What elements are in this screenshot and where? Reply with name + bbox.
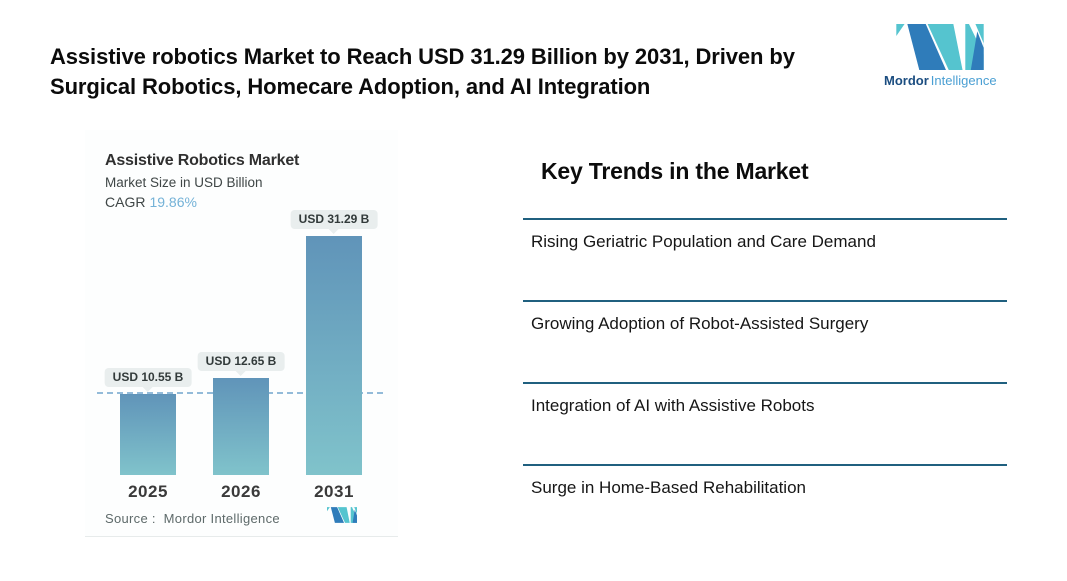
axis-label-2026: 2026	[221, 482, 261, 501]
brand-word-mordor: Mordor	[884, 73, 929, 88]
trend-item-3: Integration of AI with Assistive Robots	[523, 382, 1007, 416]
bar-value-pill-2031: USD 31.29 B	[290, 210, 378, 229]
trend-item-4: Surge in Home-Based Rehabilitation	[523, 464, 1007, 498]
bar-value-pill-2026: USD 12.65 B	[197, 352, 285, 371]
bar-2031	[306, 236, 362, 475]
bar-chart-plot: USD 10.55 B 2025 USD 12.65 B 2026 USD 31.29 …	[85, 130, 398, 536]
mini-logo-icon	[327, 507, 357, 523]
axis-label-2031: 2031	[314, 482, 354, 501]
page-title: Assistive robotics Market to Reach USD 3…	[50, 44, 795, 99]
cagr-label: CAGR	[105, 194, 146, 210]
mordor-intelligence-logo-icon	[896, 24, 984, 70]
market-chart-card: Assistive Robotics Market Market Size in…	[85, 130, 398, 537]
bar-column-2031: USD 31.29 B 2031	[290, 130, 378, 536]
source-value: Mordor Intelligence	[163, 511, 280, 526]
bar-column-2026: USD 12.65 B 2026	[197, 130, 285, 536]
trend-item-1: Rising Geriatric Population and Care Dem…	[523, 218, 1007, 252]
bar-value-pill-2025: USD 10.55 B	[104, 368, 192, 387]
brand-word-intelligence: Intelligence	[930, 73, 997, 88]
trend-item-2: Growing Adoption of Robot-Assisted Surge…	[523, 300, 1007, 334]
chart-cagr: CAGR 19.86%	[105, 194, 197, 210]
bar-2026	[213, 378, 269, 475]
chart-subtitle: Market Size in USD Billion	[105, 175, 263, 190]
bar-column-2025: USD 10.55 B 2025	[104, 130, 192, 536]
trends-heading: Key Trends in the Market	[541, 158, 809, 184]
key-trends-panel: Key Trends in the Market Rising Geriatri…	[523, 158, 1007, 518]
brand-logo: Mordor Intelligence	[884, 24, 997, 88]
chart-source: Source : Mordor Intelligence	[105, 511, 280, 526]
brand-wordmark: Mordor Intelligence	[884, 73, 997, 88]
cagr-value: 19.86%	[149, 194, 197, 210]
bar-2025	[120, 394, 176, 475]
chart-title: Assistive Robotics Market	[105, 152, 300, 169]
source-label: Source :	[105, 511, 156, 526]
axis-label-2025: 2025	[128, 482, 168, 501]
